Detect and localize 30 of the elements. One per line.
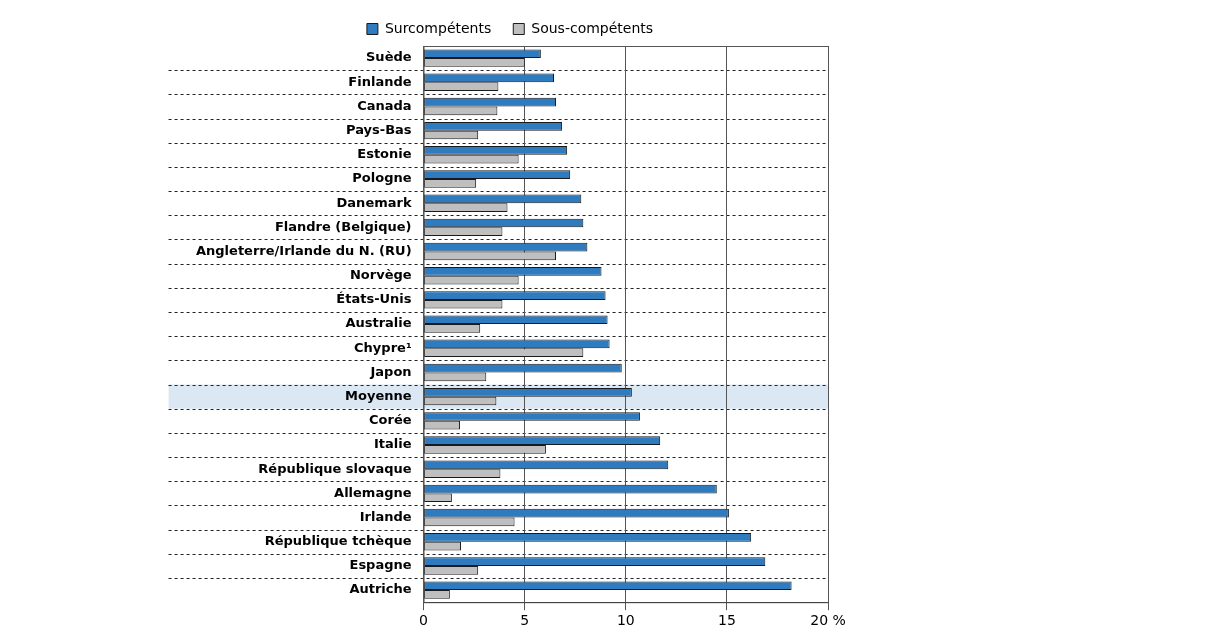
y-tick-label: Chypre¹ <box>354 339 412 355</box>
y-tick-label: Italie <box>374 436 412 452</box>
x-tick-label: 5 <box>520 612 530 629</box>
y-tick-label: Pologne <box>352 170 412 186</box>
y-tick-label: Finlande <box>348 73 412 89</box>
legend-label: Surcompétents <box>384 19 492 36</box>
y-tick-label: Moyenne <box>345 388 412 404</box>
y-tick-label: Irlande <box>359 508 412 524</box>
y-tick-label: Estonie <box>357 146 412 162</box>
x-tick-label: 15 <box>717 612 736 629</box>
y-tick-label: Canada <box>357 97 412 113</box>
y-tick-label: Allemagne <box>334 484 412 500</box>
y-tick-label: Australie <box>345 315 412 331</box>
legend-label: Sous-compétents <box>531 19 654 36</box>
y-tick-label: République tchèque <box>264 533 412 549</box>
y-tick-label: Flandre (Belgique) <box>274 218 412 234</box>
x-tick-label: 0 <box>419 612 429 629</box>
y-tick-label: Corée <box>369 412 412 428</box>
y-tick-label: Angleterre/Irlande du N. (RU) <box>195 242 412 258</box>
y-tick-label: Pays-Bas <box>345 122 412 138</box>
y-tick-label: République slovaque <box>258 460 412 476</box>
y-tick-label: Japon <box>369 363 412 379</box>
y-tick-label: Autriche <box>349 581 412 597</box>
x-tick-label: 20 % <box>810 612 846 629</box>
y-tick-label: Danemark <box>336 194 412 210</box>
y-tick-label: Norvège <box>349 267 412 283</box>
y-tick-label: Espagne <box>349 557 412 573</box>
y-tick-label: Suède <box>366 49 412 65</box>
x-tick-label: 10 <box>616 612 635 629</box>
y-tick-label: États-Unis <box>336 291 412 307</box>
